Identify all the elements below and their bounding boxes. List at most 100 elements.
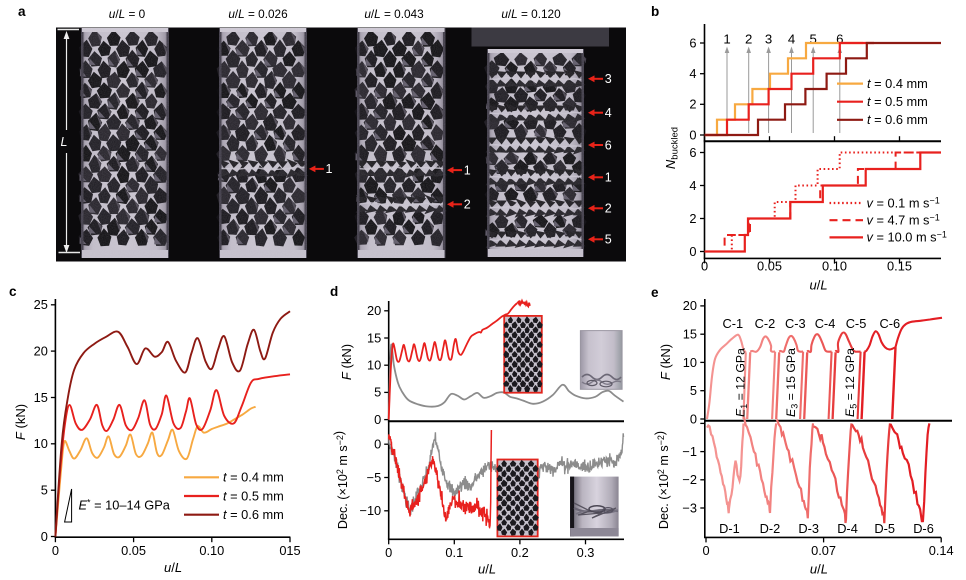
svg-text:C-5: C-5	[846, 316, 867, 331]
svg-text:C-3: C-3	[785, 316, 806, 331]
svg-text:t = 0.5 mm: t = 0.5 mm	[867, 94, 928, 109]
svg-text:2: 2	[689, 97, 696, 112]
svg-text:−3: −3	[682, 500, 697, 515]
svg-text:2: 2	[464, 198, 471, 212]
svg-text:0: 0	[690, 411, 697, 426]
svg-text:6: 6	[605, 138, 612, 152]
svg-text:15: 15	[34, 390, 48, 405]
svg-text:−1: −1	[682, 444, 697, 459]
svg-text:E3 = 15 GPa: E3 = 15 GPa	[784, 348, 800, 417]
svg-text:D-5: D-5	[874, 521, 895, 536]
svg-text:b: b	[651, 4, 659, 19]
svg-text:E1 = 12 GPa: E1 = 12 GPa	[734, 348, 750, 417]
svg-text:v = 4.7 m s−1: v = 4.7 m s−1	[867, 213, 940, 228]
svg-text:0.10: 0.10	[822, 259, 847, 274]
svg-text:u/L = 0.120: u/L = 0.120	[501, 7, 561, 21]
svg-text:u/L = 0: u/L = 0	[109, 7, 146, 21]
svg-text:15: 15	[367, 330, 381, 345]
svg-text:D-3: D-3	[798, 521, 819, 536]
svg-text:10: 10	[367, 358, 381, 373]
svg-text:t = 0.5 mm: t = 0.5 mm	[223, 488, 284, 503]
svg-text:0.3: 0.3	[577, 545, 595, 560]
svg-text:0: 0	[689, 127, 696, 142]
svg-text:−2: −2	[682, 472, 697, 487]
svg-text:0.10: 0.10	[199, 543, 224, 558]
svg-text:10: 10	[34, 436, 48, 451]
svg-text:e: e	[651, 285, 659, 300]
svg-text:0: 0	[385, 545, 392, 560]
svg-text:1: 1	[326, 162, 333, 176]
svg-text:F (kN): F (kN)	[13, 404, 28, 440]
svg-text:D-4: D-4	[837, 521, 858, 536]
svg-text:−5: −5	[367, 470, 382, 485]
svg-text:0.05: 0.05	[121, 543, 146, 558]
svg-text:5: 5	[690, 383, 697, 398]
svg-text:u/L: u/L	[810, 562, 828, 577]
svg-text:Dec. (×102 m s−2): Dec. (×102 m s−2)	[332, 431, 350, 529]
svg-text:10: 10	[683, 355, 697, 370]
svg-text:20: 20	[367, 303, 381, 318]
svg-text:0.14: 0.14	[929, 543, 954, 558]
svg-text:v = 0.1 m s−1: v = 0.1 m s−1	[867, 195, 940, 210]
svg-text:C-1: C-1	[722, 316, 743, 331]
svg-text:20: 20	[683, 298, 697, 313]
svg-text:−10: −10	[359, 503, 381, 518]
svg-text:0.07: 0.07	[811, 543, 836, 558]
svg-text:2: 2	[745, 32, 752, 47]
svg-text:0: 0	[52, 543, 59, 558]
svg-text:2: 2	[605, 202, 612, 216]
svg-text:0: 0	[702, 543, 709, 558]
svg-text:6: 6	[836, 32, 843, 47]
svg-text:5: 5	[374, 385, 381, 400]
svg-text:C-4: C-4	[815, 316, 836, 331]
svg-text:a: a	[18, 4, 26, 19]
svg-text:F (kN): F (kN)	[658, 344, 673, 380]
svg-text:20: 20	[34, 343, 48, 358]
svg-text:2: 2	[689, 211, 696, 226]
svg-text:Dec. (×102 m s−2): Dec. (×102 m s−2)	[653, 431, 671, 529]
svg-text:15: 15	[683, 327, 697, 342]
svg-text:015: 015	[279, 543, 300, 558]
svg-text:5: 5	[810, 32, 817, 47]
svg-text:v = 10.0 m s−1: v = 10.0 m s−1	[867, 230, 947, 245]
svg-text:u/L = 0.043: u/L = 0.043	[364, 7, 424, 21]
svg-text:D-2: D-2	[760, 521, 781, 536]
svg-text:0: 0	[701, 259, 708, 274]
svg-text:5: 5	[605, 233, 612, 247]
svg-text:1: 1	[464, 163, 471, 177]
svg-text:0.05: 0.05	[757, 259, 782, 274]
svg-text:t = 0.6 mm: t = 0.6 mm	[867, 112, 928, 127]
svg-text:5: 5	[41, 483, 48, 498]
svg-text:E* = 10–14 GPa: E* = 10–14 GPa	[79, 498, 171, 513]
svg-text:F (kN): F (kN)	[339, 344, 354, 380]
svg-text:C-6: C-6	[879, 316, 900, 331]
svg-text:6: 6	[689, 145, 696, 160]
svg-text:1: 1	[605, 171, 612, 185]
svg-text:0: 0	[374, 437, 381, 452]
svg-text:0.15: 0.15	[887, 259, 912, 274]
svg-text:4: 4	[689, 178, 696, 193]
svg-text:4: 4	[788, 32, 795, 47]
svg-text:0: 0	[374, 412, 381, 427]
svg-text:Nbuckled: Nbuckled	[663, 127, 681, 169]
svg-text:4: 4	[689, 66, 696, 81]
svg-text:u/L: u/L	[809, 278, 827, 293]
svg-text:3: 3	[765, 32, 772, 47]
svg-text:E5 = 12 GPa: E5 = 12 GPa	[843, 348, 859, 417]
svg-text:1: 1	[723, 32, 730, 47]
svg-text:C-2: C-2	[755, 316, 776, 331]
svg-text:L: L	[61, 135, 68, 149]
svg-text:D-1: D-1	[719, 521, 740, 536]
svg-text:25: 25	[34, 297, 48, 312]
svg-text:4: 4	[605, 106, 612, 120]
svg-text:0: 0	[41, 529, 48, 544]
svg-text:6: 6	[689, 35, 696, 50]
svg-text:c: c	[9, 284, 17, 299]
svg-text:3: 3	[605, 72, 612, 86]
svg-text:0: 0	[689, 244, 696, 259]
svg-text:u/L: u/L	[478, 562, 496, 577]
svg-text:0.1: 0.1	[445, 545, 463, 560]
svg-text:u/L = 0.026: u/L = 0.026	[228, 7, 288, 21]
svg-text:u/L: u/L	[164, 560, 182, 575]
svg-text:t = 0.4 mm: t = 0.4 mm	[867, 76, 928, 91]
